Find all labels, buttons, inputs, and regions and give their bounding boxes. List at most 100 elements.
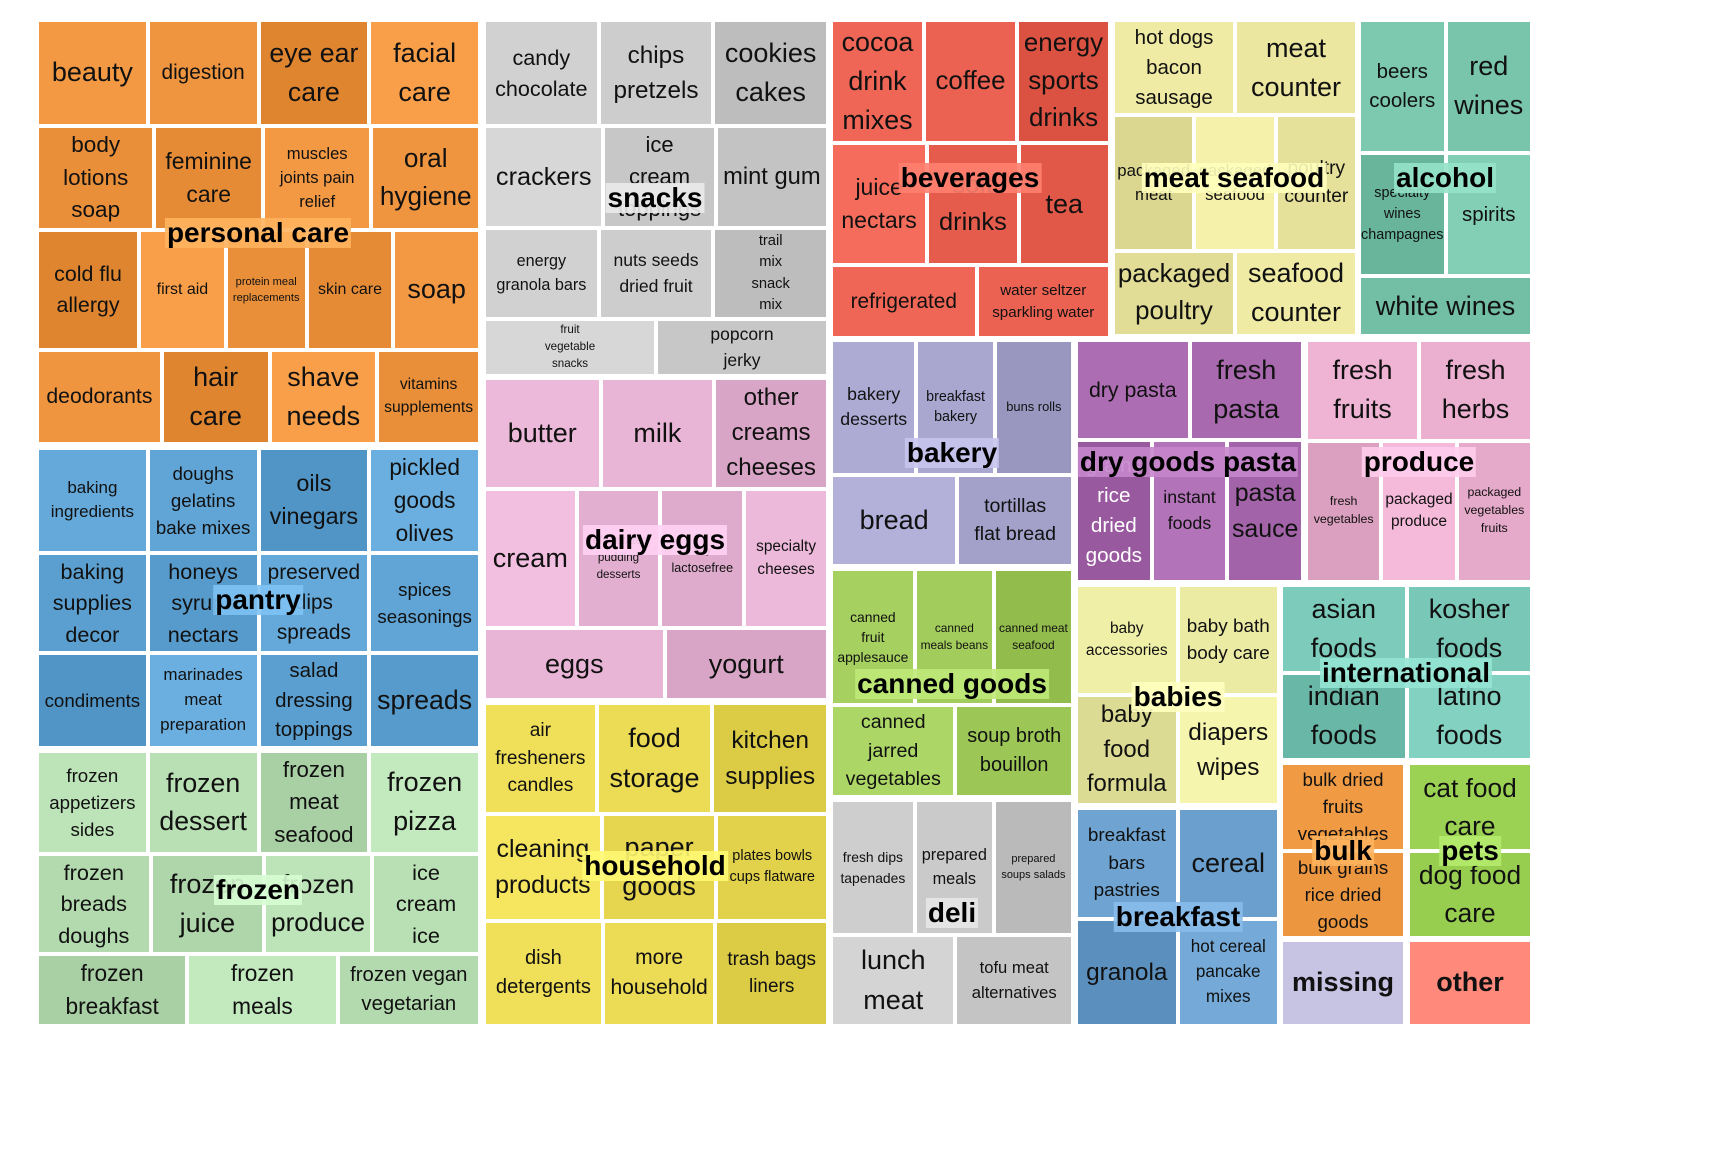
treemap-cell-specialty-cheeses[interactable]: specialty cheeses [744,488,828,629]
treemap-cell-milk[interactable]: milk [600,378,715,489]
treemap-cell-granola[interactable]: granola [1076,918,1178,1026]
treemap-cell-shave-needs[interactable]: shave needs [269,349,378,444]
treemap-cell-air-fresheners-candles[interactable]: air fresheners candles [484,703,597,815]
treemap-cell-diapers-wipes[interactable]: diapers wipes [1177,695,1279,805]
treemap-cell-baby-accessories[interactable]: baby accessories [1076,585,1178,695]
treemap-group-other[interactable]: other [1408,940,1532,1026]
treemap-cell-butter[interactable]: butter [484,378,601,489]
treemap-cell-oral-hygiene[interactable]: oral hygiene [371,126,480,231]
treemap-cell-fruit-vegetable-snacks[interactable]: fruit vegetable snacks [484,319,656,376]
treemap-cell-vitamins-supplements[interactable]: vitamins supplements [377,349,480,444]
treemap-cell-protein-meal-replacements[interactable]: protein meal replacements [225,230,307,350]
treemap-cell-baking-supplies-decor[interactable]: baking supplies decor [37,552,148,653]
treemap-cell-kitchen-supplies[interactable]: kitchen supplies [712,703,828,815]
treemap-cell-frozen-breads-doughs[interactable]: frozen breads doughs [37,853,151,955]
treemap-cell-frozen-meat-seafood[interactable]: frozen meat seafood [258,751,370,854]
treemap-cell-cold-flu-allergy[interactable]: cold flu allergy [37,230,140,350]
treemap-cell-frozen-appetizers-sides[interactable]: frozen appetizers sides [37,751,148,854]
treemap-cell-spreads[interactable]: spreads [369,652,480,748]
treemap-cell-mint-gum[interactable]: mint gum [715,126,828,229]
treemap-cell-asian-foods[interactable]: asian foods [1281,585,1407,673]
treemap-cell-other-creams-cheeses[interactable]: other creams cheeses [714,378,828,489]
treemap-cell-beers-coolers[interactable]: beers coolers [1359,20,1446,153]
treemap-cell-hair-care[interactable]: hair care [161,349,270,444]
treemap-cell-chips-pretzels[interactable]: chips pretzels [598,20,714,127]
treemap-cell-cream[interactable]: cream [484,488,577,629]
treemap-cell-soup-broth-bouillon[interactable]: soup broth bouillon [955,705,1073,797]
treemap-cell-fresh-fruits[interactable]: fresh fruits [1306,340,1419,441]
treemap-cell-condiments[interactable]: condiments [37,652,148,748]
treemap-cell-salad-dressing-toppings[interactable]: salad dressing toppings [258,652,370,748]
treemap-cell-baby-food-formula[interactable]: baby food formula [1076,695,1178,805]
treemap-cell-candy-chocolate[interactable]: candy chocolate [484,20,599,127]
treemap-cell-packaged-poultry[interactable]: packaged poultry [1113,250,1235,336]
treemap-cell-kosher-foods[interactable]: kosher foods [1406,585,1532,673]
treemap-cell-more-household[interactable]: more household [602,920,716,1026]
treemap-cell-frozen-pizza[interactable]: frozen pizza [369,751,480,854]
treemap-cell-eggs[interactable]: eggs [484,628,665,700]
treemap-cell-frozen-meals[interactable]: frozen meals [187,954,338,1026]
treemap-cell-fresh-herbs[interactable]: fresh herbs [1419,340,1532,441]
treemap-cell-frozen-dessert[interactable]: frozen dessert [147,751,259,854]
treemap-cell-facial-care[interactable]: facial care [369,20,480,127]
treemap-cell-first-aid[interactable]: first aid [139,230,226,350]
treemap-cell-bulk-dried-fruits-vegetables[interactable]: bulk dried fruits vegetables [1281,763,1405,851]
treemap-cell-ice-cream-ice[interactable]: ice cream ice [372,853,480,955]
treemap-cell-baby-bath-body-care[interactable]: baby bath body care [1177,585,1279,695]
treemap-cell-refrigerated[interactable]: refrigerated [831,265,977,338]
treemap-cell-doughs-gelatins-bake-mixes[interactable]: doughs gelatins bake mixes [147,448,259,553]
treemap-cell-soy-lactosefree[interactable]: soy lactosefree [660,488,745,629]
treemap-cell-breakfast-bars-pastries[interactable]: breakfast bars pastries [1076,808,1178,919]
treemap-cell-meat-counter[interactable]: meat counter [1235,20,1357,116]
treemap-cell-honeys-syrups-nectars[interactable]: honeys syrups nectars [147,552,259,653]
treemap-cell-tea[interactable]: tea [1018,143,1110,266]
treemap-cell-body-lotions-soap[interactable]: body lotions soap [37,126,155,231]
treemap-cell-hot-dogs-bacon-sausage[interactable]: hot dogs bacon sausage [1113,20,1235,116]
treemap-cell-energy-sports-drinks[interactable]: energy sports drinks [1017,20,1110,144]
treemap-cell-cookies-cakes[interactable]: cookies cakes [713,20,828,127]
treemap-cell-skin-care[interactable]: skin care [306,230,394,350]
treemap-cell-food-storage[interactable]: food storage [596,703,713,815]
treemap-cell-eye-ear-care[interactable]: eye ear care [258,20,370,127]
treemap-cell-prepared-soups-salads[interactable]: prepared soups salads [993,800,1073,936]
treemap-cell-lunch-meat[interactable]: lunch meat [831,935,956,1026]
treemap-cell-water-seltzer-sparkling-water[interactable]: water seltzer sparkling water [976,265,1110,338]
treemap-cell-trail-mix-snack-mix[interactable]: trail mix snack mix [713,228,828,320]
treemap-cell-seafood-counter[interactable]: seafood counter [1235,250,1357,336]
treemap-cell-bakery-desserts[interactable]: bakery desserts [831,340,917,475]
treemap-cell-crackers[interactable]: crackers [484,126,604,229]
treemap-cell-tortillas-flat-bread[interactable]: tortillas flat bread [957,474,1073,566]
treemap-cell-pickled-goods-olives[interactable]: pickled goods olives [369,448,480,553]
treemap-cell-cat-food-care[interactable]: cat food care [1408,763,1532,851]
treemap-cell-oils-vinegars[interactable]: oils vinegars [258,448,370,553]
treemap-cell-plates-bowls-cups-flatware[interactable]: plates bowls cups flatware [716,814,828,921]
treemap-cell-energy-granola-bars[interactable]: energy granola bars [484,228,599,320]
treemap-cell-dry-pasta[interactable]: dry pasta [1076,340,1190,441]
treemap-cell-digestion[interactable]: digestion [147,20,259,127]
treemap-cell-popcorn-jerky[interactable]: popcorn jerky [656,319,828,376]
treemap-cell-red-wines[interactable]: red wines [1445,20,1532,153]
treemap-cell-deodorants[interactable]: deodorants [37,349,162,444]
treemap-cell-soap[interactable]: soap [393,230,480,350]
treemap-cell-marinades-meat-preparation[interactable]: marinades meat preparation [147,652,259,748]
treemap-cell-tofu-meat-alternatives[interactable]: tofu meat alternatives [955,935,1073,1026]
treemap-cell-coffee[interactable]: coffee [924,20,1017,144]
treemap-cell-canned-jarred-vegetables[interactable]: canned jarred vegetables [831,705,956,797]
treemap-cell-fresh-dips-tapenades[interactable]: fresh dips tapenades [831,800,915,936]
treemap-cell-bread[interactable]: bread [831,474,958,566]
treemap-cell-beauty[interactable]: beauty [37,20,148,127]
treemap-cell-frozen-vegan-vegetarian[interactable]: frozen vegan vegetarian [337,954,480,1026]
treemap-cell-cleaning-products[interactable]: cleaning products [484,814,602,921]
treemap-cell-fresh-pasta[interactable]: fresh pasta [1189,340,1303,441]
treemap-cell-white-wines[interactable]: white wines [1359,276,1532,336]
treemap-cell-baking-ingredients[interactable]: baking ingredients [37,448,148,553]
treemap-cell-dish-detergents[interactable]: dish detergents [484,920,603,1026]
treemap-cell-yogurt[interactable]: yogurt [664,628,828,700]
treemap-cell-trash-bags-liners[interactable]: trash bags liners [715,920,828,1026]
treemap-cell-hot-cereal-pancake-mixes[interactable]: hot cereal pancake mixes [1177,918,1279,1026]
treemap-cell-spices-seasonings[interactable]: spices seasonings [369,552,480,653]
treemap-cell-muscles-joints-pain-relief[interactable]: muscles joints pain relief [262,126,372,231]
treemap-cell-cocoa-drink-mixes[interactable]: cocoa drink mixes [831,20,924,144]
treemap-cell-refrigerated-pudding-desserts[interactable]: refrigerated pudding desserts [576,488,661,629]
treemap-group-missing[interactable]: missing [1281,940,1405,1026]
